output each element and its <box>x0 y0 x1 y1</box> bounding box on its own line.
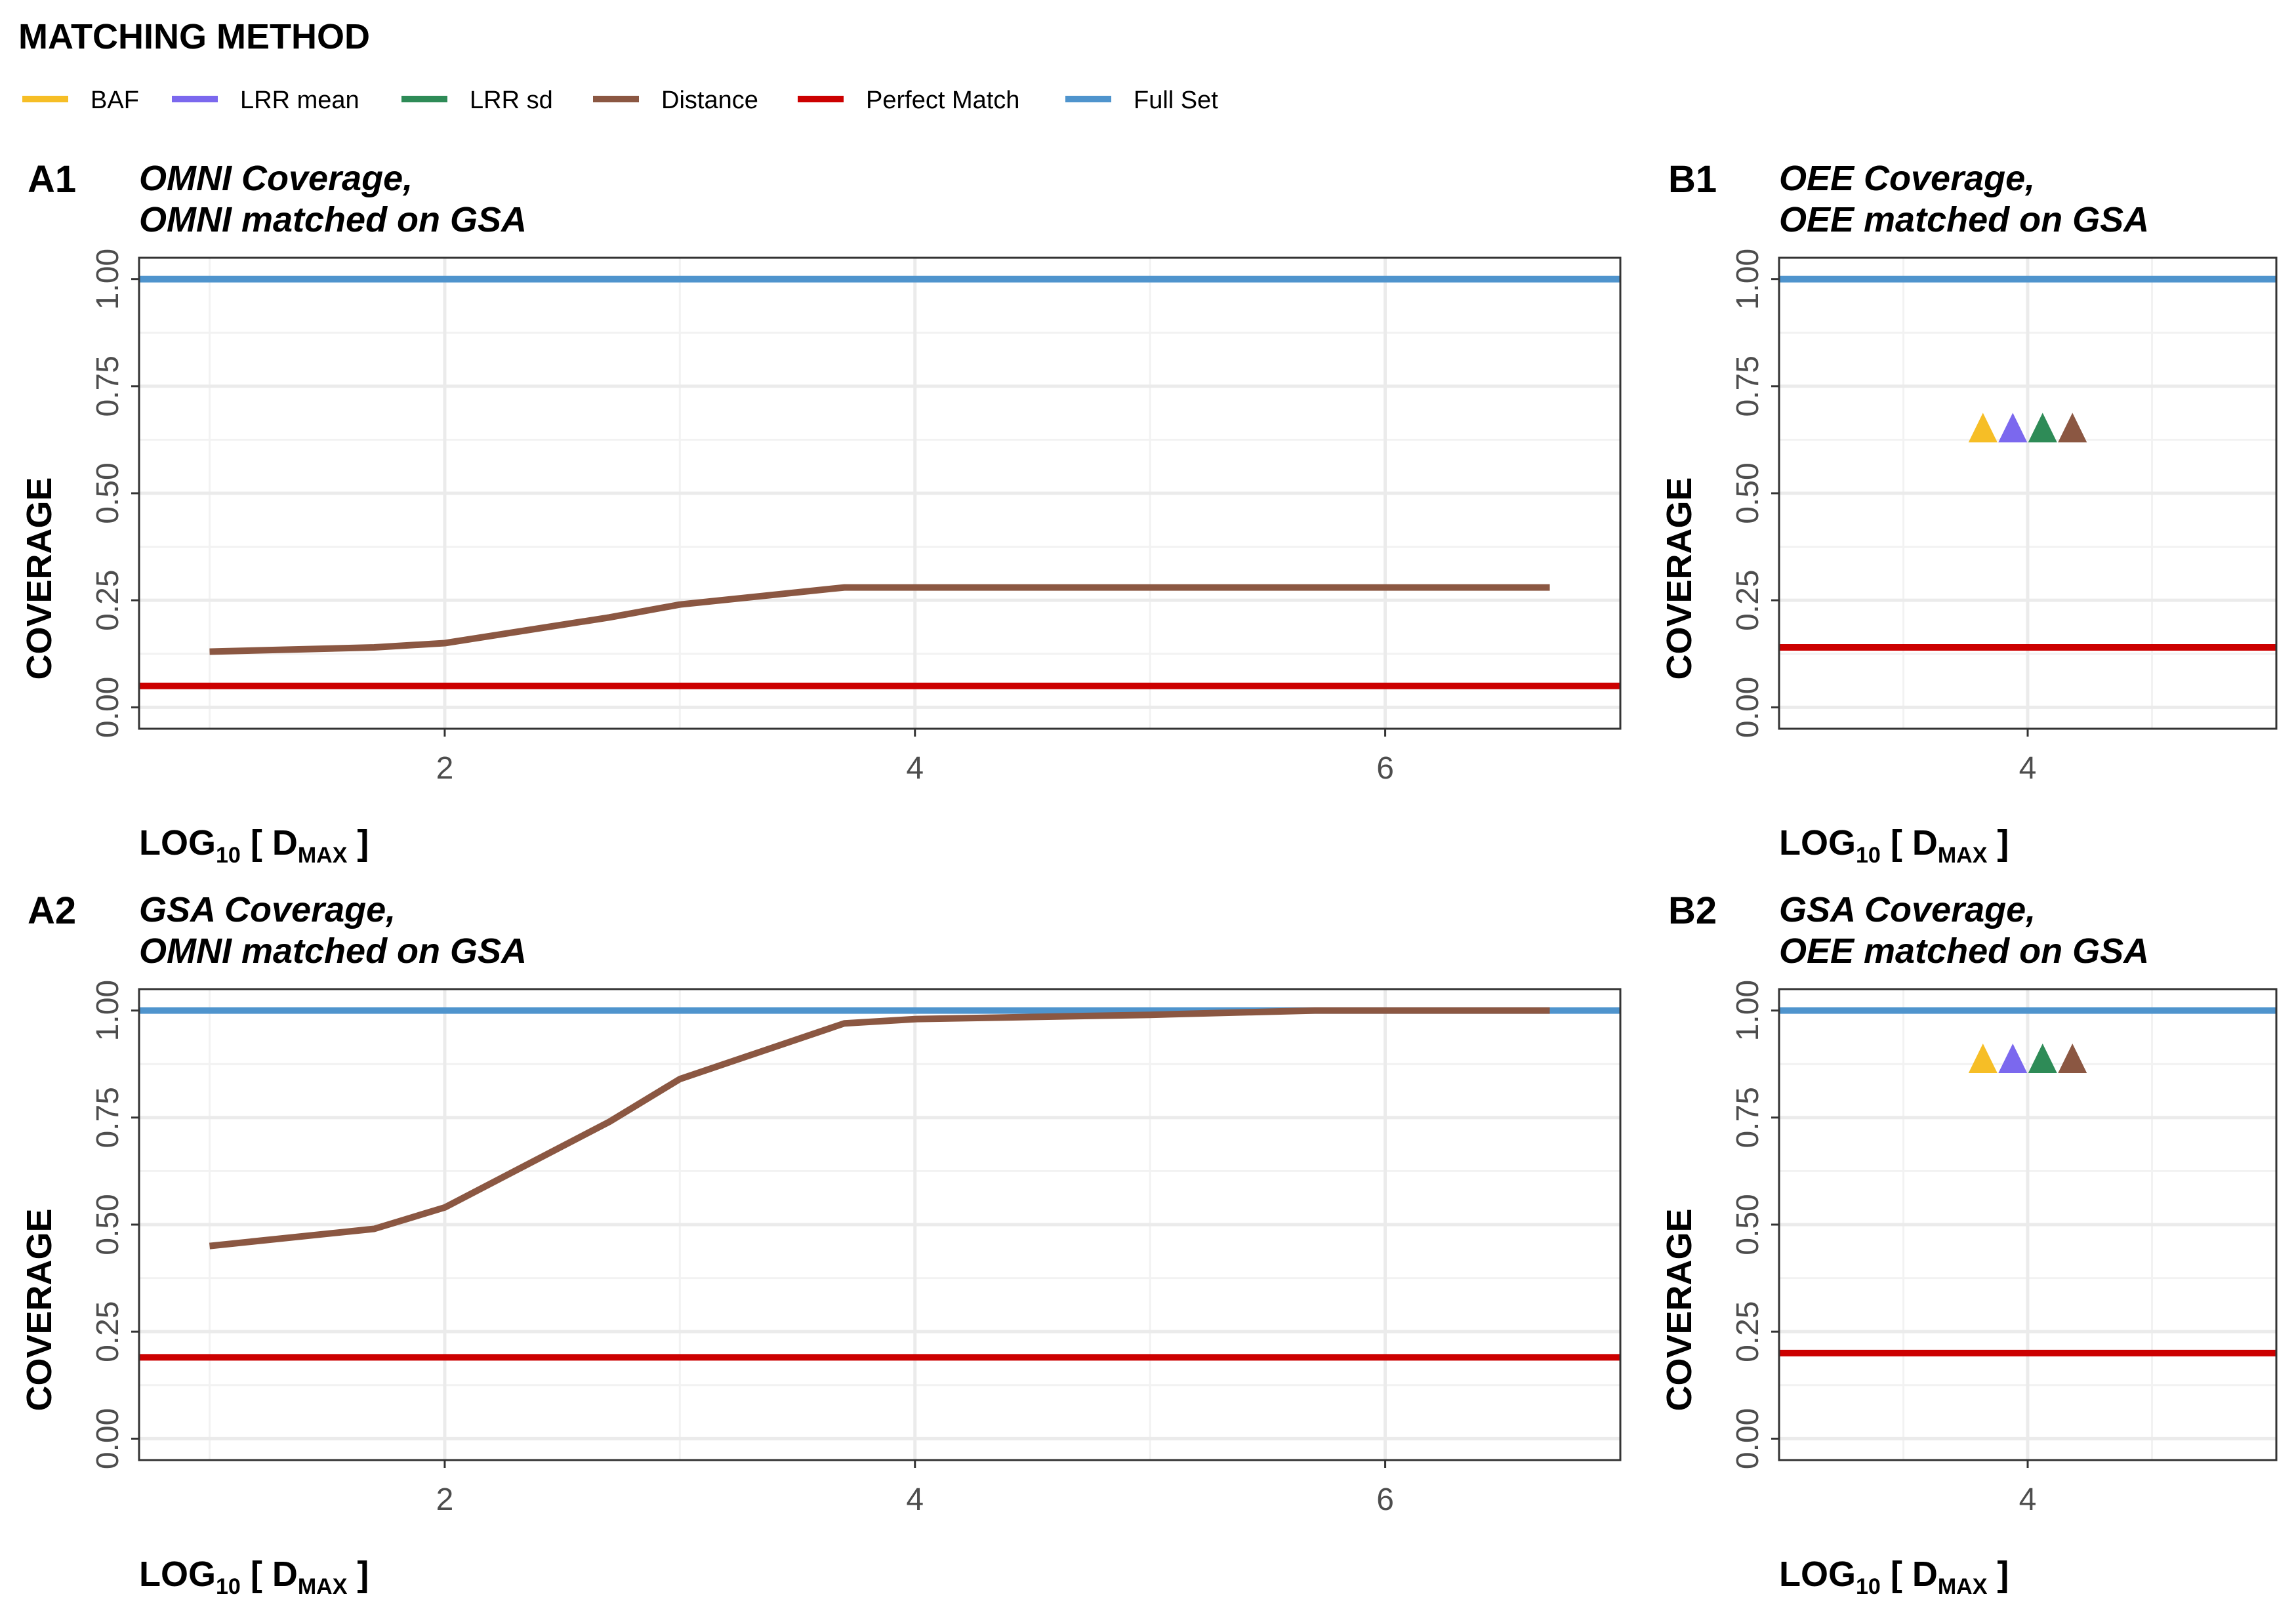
panel-tag: A1 <box>28 158 76 201</box>
y-tick-label: 0.50 <box>1731 462 1765 523</box>
legend-items: BAF LRR mean LRR sd Distance Perfect Match Fu… <box>22 87 1218 114</box>
x-tick-label: 4 <box>906 1482 924 1517</box>
panel-title-line2: OMNI matched on GSA <box>139 200 527 239</box>
legend-label-1: BAF <box>91 87 139 114</box>
y-tick-label: 0.50 <box>91 1194 125 1255</box>
panel-title-line1: GSA Coverage, <box>1779 890 2036 929</box>
y-axis-title: COVERAGE <box>1660 477 1699 680</box>
panel-b2: B2 GSA Coverage, OEE matched on GSA 0.00… <box>1660 889 2278 1599</box>
y-tick-label: 0.50 <box>1731 1194 1765 1255</box>
panel-tag: B2 <box>1668 889 1717 932</box>
y-axis-title: COVERAGE <box>20 477 59 680</box>
x-tick-label: 2 <box>436 751 454 786</box>
panel-title-line2: OMNI matched on GSA <box>139 931 527 971</box>
y-tick-label: 0.75 <box>1731 1087 1765 1148</box>
y-tick-label: 0.75 <box>1731 356 1765 417</box>
y-tick-label: 0.75 <box>91 1087 125 1148</box>
legend-label-5: Perfect Match <box>866 87 1019 114</box>
y-axis-title: COVERAGE <box>1660 1208 1699 1411</box>
y-tick-label: 1.00 <box>91 249 125 310</box>
y-tick-label: 1.00 <box>1731 249 1765 310</box>
y-tick-label: 1.00 <box>91 980 125 1041</box>
x-axis-title: LOG10 [ DMAX ] <box>139 823 369 868</box>
y-tick-label: 0.50 <box>91 462 125 523</box>
panel-title-line1: GSA Coverage, <box>139 890 396 929</box>
series-line-distance <box>209 584 1550 655</box>
panel-title-line2: OEE matched on GSA <box>1779 200 2149 239</box>
panel-a1: A1 OMNI Coverage, OMNI matched on GSA 0.… <box>20 158 1622 868</box>
x-tick-label: 4 <box>906 751 924 786</box>
point-baf <box>1968 1043 1998 1073</box>
x-tick-label: 6 <box>1376 1482 1394 1517</box>
panel-tag: A2 <box>28 889 76 932</box>
y-tick-label: 0.25 <box>91 569 125 630</box>
legend-label-4: Distance <box>661 87 758 114</box>
legend: MATCHING METHOD BAF LRR mean LRR sd Distanc… <box>18 17 1218 114</box>
panel-tag: B1 <box>1668 158 1717 201</box>
panel-title-line1: OEE Coverage, <box>1779 159 2035 198</box>
point-distance <box>2058 1043 2087 1073</box>
x-tick-label: 2 <box>436 1482 454 1517</box>
legend-title: MATCHING METHOD <box>18 17 370 56</box>
y-tick-label: 0.25 <box>1731 569 1765 630</box>
panel-b1: B1 OEE Coverage, OEE matched on GSA 0.00… <box>1660 158 2278 868</box>
x-tick-label: 6 <box>1376 751 1394 786</box>
x-axis-title: LOG10 [ DMAX ] <box>1779 1555 2009 1599</box>
y-tick-label: 0.25 <box>1731 1301 1765 1362</box>
panel-title-line1: OMNI Coverage, <box>139 159 413 198</box>
point-baf <box>1968 413 1998 443</box>
y-tick-label: 0.00 <box>91 1408 125 1469</box>
x-axis-title: LOG10 [ DMAX ] <box>139 1555 369 1599</box>
point-lrr-mean <box>1998 1043 2028 1073</box>
legend-label-2: LRR mean <box>240 87 359 114</box>
point-distance <box>2058 413 2087 443</box>
y-axis-title: COVERAGE <box>20 1208 59 1411</box>
y-tick-label: 0.00 <box>91 677 125 738</box>
y-tick-label: 1.00 <box>1731 980 1765 1041</box>
point-lrr-sd <box>2028 413 2057 443</box>
point-lrr-sd <box>2028 1043 2057 1073</box>
panel-a2: A2 GSA Coverage, OMNI matched on GSA 0.0… <box>20 889 1622 1599</box>
y-tick-label: 0.00 <box>1731 1408 1765 1469</box>
x-tick-label: 4 <box>2019 1482 2037 1517</box>
panel-title-line2: OEE matched on GSA <box>1779 931 2149 971</box>
x-tick-label: 4 <box>2019 751 2037 786</box>
legend-label-6: Full Set <box>1134 87 1218 114</box>
y-tick-label: 0.75 <box>91 356 125 417</box>
x-axis-title: LOG10 [ DMAX ] <box>1779 823 2009 868</box>
legend-label-3: LRR sd <box>470 87 553 114</box>
series-line-distance <box>209 1007 1550 1250</box>
y-tick-label: 0.00 <box>1731 677 1765 738</box>
point-lrr-mean <box>1998 413 2028 443</box>
y-tick-label: 0.25 <box>91 1301 125 1362</box>
